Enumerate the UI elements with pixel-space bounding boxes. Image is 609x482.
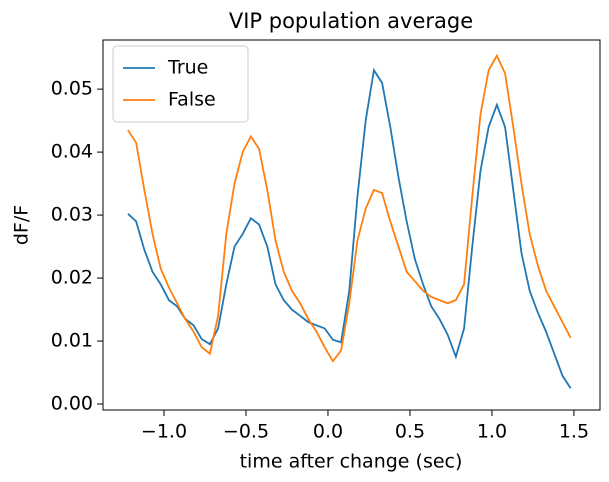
x-tick-label: 1.0 (477, 421, 507, 443)
y-tick-label: 0.01 (51, 330, 93, 352)
legend-label: False (168, 89, 216, 111)
x-axis-label: time after change (sec) (240, 451, 463, 473)
x-tick-label: 0.0 (313, 421, 343, 443)
y-tick-label: 0.04 (51, 141, 93, 163)
plot-frame (102, 39, 601, 411)
legend-label: True (167, 57, 208, 79)
chart-title: VIP population average (229, 9, 473, 33)
line-series (127, 53, 572, 363)
x-tick-label: −1.0 (141, 421, 187, 443)
y-axis-label: dF/F (11, 205, 33, 245)
x-tick-label: −0.5 (223, 421, 269, 443)
y-tick-label: 0.02 (51, 267, 93, 289)
line-series (127, 67, 572, 389)
legend-box (112, 45, 249, 123)
y-tick-label: 0.00 (51, 393, 93, 415)
y-tick-label: 0.05 (51, 78, 93, 100)
x-tick-label: 0.5 (395, 421, 425, 443)
x-tick-label: 1.5 (559, 421, 589, 443)
y-tick-label: 0.03 (51, 204, 93, 226)
